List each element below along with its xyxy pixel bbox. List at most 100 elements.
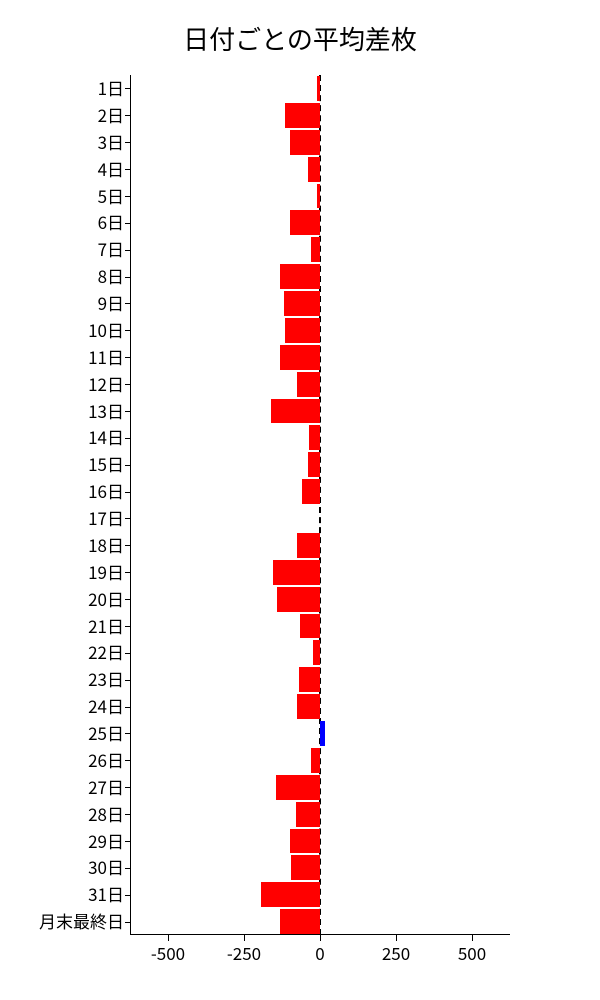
y-axis-label: 14日 xyxy=(88,424,130,451)
bar-row: 27日 xyxy=(130,774,510,801)
y-axis-label: 30日 xyxy=(88,854,130,881)
bar-row: 17日 xyxy=(130,505,510,532)
bar-row: 26日 xyxy=(130,747,510,774)
y-axis-label: 29日 xyxy=(88,828,130,855)
bar-row: 13日 xyxy=(130,398,510,425)
bar xyxy=(308,157,320,182)
bar-row: 19日 xyxy=(130,559,510,586)
bar-row: 28日 xyxy=(130,801,510,828)
y-axis-label: 17日 xyxy=(88,505,130,532)
bar xyxy=(297,694,320,719)
x-axis-label: 0 xyxy=(315,940,324,965)
y-axis-label: 19日 xyxy=(88,559,130,586)
bar xyxy=(311,748,320,773)
bar xyxy=(290,130,320,155)
bar xyxy=(300,614,320,639)
y-axis-label: 27日 xyxy=(88,774,130,801)
bar-row: 3日 xyxy=(130,129,510,156)
x-axis-label: -250 xyxy=(227,940,261,965)
y-axis-label: 13日 xyxy=(88,398,130,425)
bar-row: 7日 xyxy=(130,236,510,263)
bar-row: 31日 xyxy=(130,881,510,908)
bar xyxy=(297,533,320,558)
x-axis-label: 250 xyxy=(382,940,410,965)
y-axis-label: 5日 xyxy=(98,183,130,210)
y-axis-label: 26日 xyxy=(88,747,130,774)
y-axis-label: 8日 xyxy=(98,263,130,290)
bar xyxy=(271,399,320,424)
bar-row: 1日 xyxy=(130,75,510,102)
y-axis-label: 20日 xyxy=(88,586,130,613)
bar-row: 25日 xyxy=(130,720,510,747)
bar xyxy=(276,775,320,800)
bar-row: 23日 xyxy=(130,666,510,693)
y-axis-label: 23日 xyxy=(88,666,130,693)
bar-row: 8日 xyxy=(130,263,510,290)
y-axis-label: 6日 xyxy=(98,209,130,236)
bar-row: 15日 xyxy=(130,451,510,478)
bar xyxy=(277,587,320,612)
bar-row: 14日 xyxy=(130,424,510,451)
bar xyxy=(280,909,320,934)
bar-row: 29日 xyxy=(130,828,510,855)
y-axis-label: 12日 xyxy=(88,371,130,398)
bar-row: 2日 xyxy=(130,102,510,129)
bar xyxy=(290,829,320,854)
y-axis-label: 21日 xyxy=(88,613,130,640)
y-axis-label: 7日 xyxy=(98,236,130,263)
bar xyxy=(320,721,325,746)
x-axis-label: 500 xyxy=(458,940,486,965)
y-axis-label: 24日 xyxy=(88,693,130,720)
y-axis-label: 28日 xyxy=(88,801,130,828)
bar-row: 18日 xyxy=(130,532,510,559)
y-axis-label: 月末最終日 xyxy=(39,908,130,935)
bar xyxy=(284,291,320,316)
bar xyxy=(313,640,320,665)
bar xyxy=(291,855,320,880)
bar-row: 12日 xyxy=(130,371,510,398)
bar-row: 30日 xyxy=(130,854,510,881)
bar xyxy=(285,103,320,128)
bar xyxy=(317,76,320,101)
y-axis-label: 25日 xyxy=(88,720,130,747)
y-axis-label: 11日 xyxy=(88,344,130,371)
bar xyxy=(302,479,320,504)
bar-row: 4日 xyxy=(130,156,510,183)
chart-container: 日付ごとの平均差枚 1日2日3日4日5日6日7日8日9日10日11日12日13日… xyxy=(0,0,600,1000)
bar-row: 5日 xyxy=(130,183,510,210)
y-axis-label: 31日 xyxy=(88,881,130,908)
bar xyxy=(297,372,320,397)
bar xyxy=(317,184,320,209)
y-axis-label: 16日 xyxy=(88,478,130,505)
y-axis-label: 2日 xyxy=(98,102,130,129)
y-axis-label: 3日 xyxy=(98,129,130,156)
y-axis-label: 18日 xyxy=(88,532,130,559)
plot-area: 1日2日3日4日5日6日7日8日9日10日11日12日13日14日15日16日1… xyxy=(130,75,510,935)
bar-row: 16日 xyxy=(130,478,510,505)
y-axis-label: 15日 xyxy=(88,451,130,478)
chart-title: 日付ごとの平均差枚 xyxy=(0,0,600,67)
bar-row: 22日 xyxy=(130,639,510,666)
bar-row: 24日 xyxy=(130,693,510,720)
bar xyxy=(311,237,320,262)
bar-row: 6日 xyxy=(130,209,510,236)
y-axis-label: 10日 xyxy=(88,317,130,344)
bar xyxy=(290,210,320,235)
bar xyxy=(299,667,320,692)
bar xyxy=(273,560,320,585)
bar xyxy=(296,802,320,827)
bar xyxy=(308,452,320,477)
bar-row: 11日 xyxy=(130,344,510,371)
bar-row: 21日 xyxy=(130,613,510,640)
bar-row: 月末最終日 xyxy=(130,908,510,935)
y-axis-label: 4日 xyxy=(98,156,130,183)
y-axis-label: 1日 xyxy=(98,75,130,102)
bar xyxy=(261,882,320,907)
bar-row: 20日 xyxy=(130,586,510,613)
bar xyxy=(280,345,320,370)
bar xyxy=(280,264,320,289)
y-axis-label: 22日 xyxy=(88,639,130,666)
bar-row: 9日 xyxy=(130,290,510,317)
bar xyxy=(285,318,320,343)
y-axis-label: 9日 xyxy=(98,290,130,317)
